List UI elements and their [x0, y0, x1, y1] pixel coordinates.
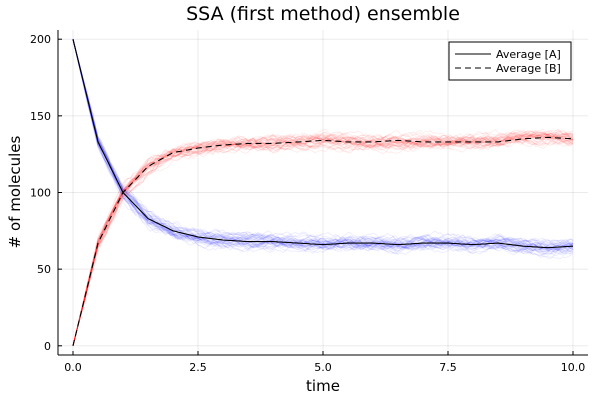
ensemble-trajectory-b	[72, 132, 574, 346]
y-ticks: 0 50 100 150 200	[30, 33, 62, 353]
series-line-average-a	[72, 39, 574, 249]
y-tick-label: 50	[37, 263, 51, 276]
ensemble-trajectory-b	[72, 131, 574, 346]
ensemble-trajectory-b	[72, 132, 574, 346]
ensemble-trajectory-b	[72, 132, 574, 346]
ensemble-trajectory-b	[72, 130, 574, 346]
ensemble-trajectory-b	[72, 134, 574, 346]
ensemble-trajectory-b	[72, 128, 574, 346]
ensemble-trajectory-a	[72, 39, 574, 253]
x-ticks: 0.0 2.5 5.0 7.5 10.0	[64, 351, 585, 374]
ensemble-trajectory-a	[72, 39, 574, 251]
ensemble-trajectory-b	[72, 133, 574, 346]
ensemble-trajectory-a	[72, 39, 573, 257]
x-tick-label: 10.0	[561, 361, 586, 374]
ensemble-trajectory-a	[72, 39, 574, 255]
ensemble-trajectory-b	[72, 131, 574, 346]
ensemble-trajectory-a	[72, 39, 574, 252]
ensemble-trajectory-a	[72, 39, 574, 257]
ensemble-trajectory-a	[72, 39, 574, 253]
ensemble-trajectory-b	[72, 131, 574, 346]
ensemble-trajectory-a	[72, 39, 574, 256]
ensemble-trajectory-b	[72, 133, 574, 346]
ensemble-trajectory-b	[72, 133, 574, 346]
ensemble-trajectory-b	[72, 129, 574, 346]
ensemble-trajectory-b	[72, 131, 574, 346]
ensemble-trajectory-a	[72, 39, 574, 260]
ensemble-trajectory-b	[72, 131, 574, 346]
legend: Average [A] Average [B]	[448, 41, 572, 81]
ensemble-trajectory-b	[72, 129, 574, 346]
ensemble-trajectory-b	[72, 133, 574, 346]
ensemble-trajectory-a	[72, 39, 574, 249]
ensemble-trajectory-a	[72, 39, 574, 255]
ensemble-trajectory-a	[72, 39, 574, 252]
ensemble-trajectory-b	[72, 131, 574, 346]
ensemble-trajectory-b	[72, 132, 574, 346]
ensemble-trajectory-a	[72, 39, 574, 252]
ensemble-trajectory-a	[72, 39, 573, 248]
ensemble-trajectory-a	[72, 39, 574, 251]
x-tick-label: 0.0	[64, 361, 82, 374]
x-tick-label: 2.5	[189, 361, 207, 374]
ensemble-trajectory-b	[72, 128, 574, 346]
ensemble-trajectory-a	[72, 39, 574, 255]
x-tick-label: 5.0	[314, 361, 332, 374]
ensemble-trajectory-b	[72, 132, 574, 346]
ensemble-trajectory-a	[72, 39, 574, 253]
y-tick-label: 0	[44, 340, 51, 353]
ensemble-trajectory-a	[72, 39, 574, 252]
ensemble-trajectory-a	[72, 39, 574, 252]
ensemble-trajectory-b	[72, 129, 574, 346]
y-tick-label: 200	[30, 33, 51, 46]
ensemble-trajectory-a	[72, 39, 574, 253]
ensemble-trajectory-b	[72, 131, 574, 346]
ensemble-trajectory-a	[72, 39, 574, 255]
ensemble-trajectory-b	[72, 134, 574, 346]
ensemble-trajectory-a	[72, 39, 574, 248]
ensemble-trajectory-b	[72, 130, 574, 346]
chart-title: SSA (first method) ensemble	[186, 3, 460, 25]
ensemble-trajectory-b	[72, 135, 574, 346]
series-lines	[72, 39, 574, 346]
series-line-average-b	[72, 136, 574, 346]
ensemble-trajectory-a	[72, 39, 574, 258]
ensemble-trajectory-a	[72, 39, 574, 255]
ensemble-trajectory-b	[72, 132, 574, 346]
ensemble-trajectory-b	[72, 131, 574, 346]
y-axis-label: # of molecules	[6, 135, 24, 248]
y-tick-label: 100	[30, 187, 51, 200]
ensemble-trajectory-a	[72, 39, 574, 253]
ensemble-trajectory-b	[72, 132, 573, 346]
ensemble-trajectory-b	[72, 136, 574, 346]
ensemble-trajectory-b	[72, 130, 574, 346]
ensemble-trajectory-b	[72, 132, 574, 346]
ensemble-trajectory-a	[72, 39, 574, 251]
ensemble-trajectories	[72, 39, 574, 346]
ensemble-trajectory-b	[72, 136, 574, 346]
x-axis-label: time	[306, 377, 340, 395]
x-tick-label: 7.5	[439, 361, 457, 374]
y-tick-label: 150	[30, 110, 51, 123]
ensemble-trajectory-b	[72, 131, 574, 346]
ensemble-trajectory-b	[72, 132, 574, 346]
legend-label-b: Average [B]	[496, 62, 561, 75]
legend-label-a: Average [A]	[496, 48, 561, 61]
legend-box	[448, 41, 572, 81]
ensemble-trajectory-b	[72, 129, 574, 346]
ensemble-trajectory-b	[72, 134, 574, 346]
ensemble-trajectory-b	[72, 132, 574, 346]
grid	[58, 30, 588, 355]
ensemble-trajectory-a	[72, 39, 574, 251]
